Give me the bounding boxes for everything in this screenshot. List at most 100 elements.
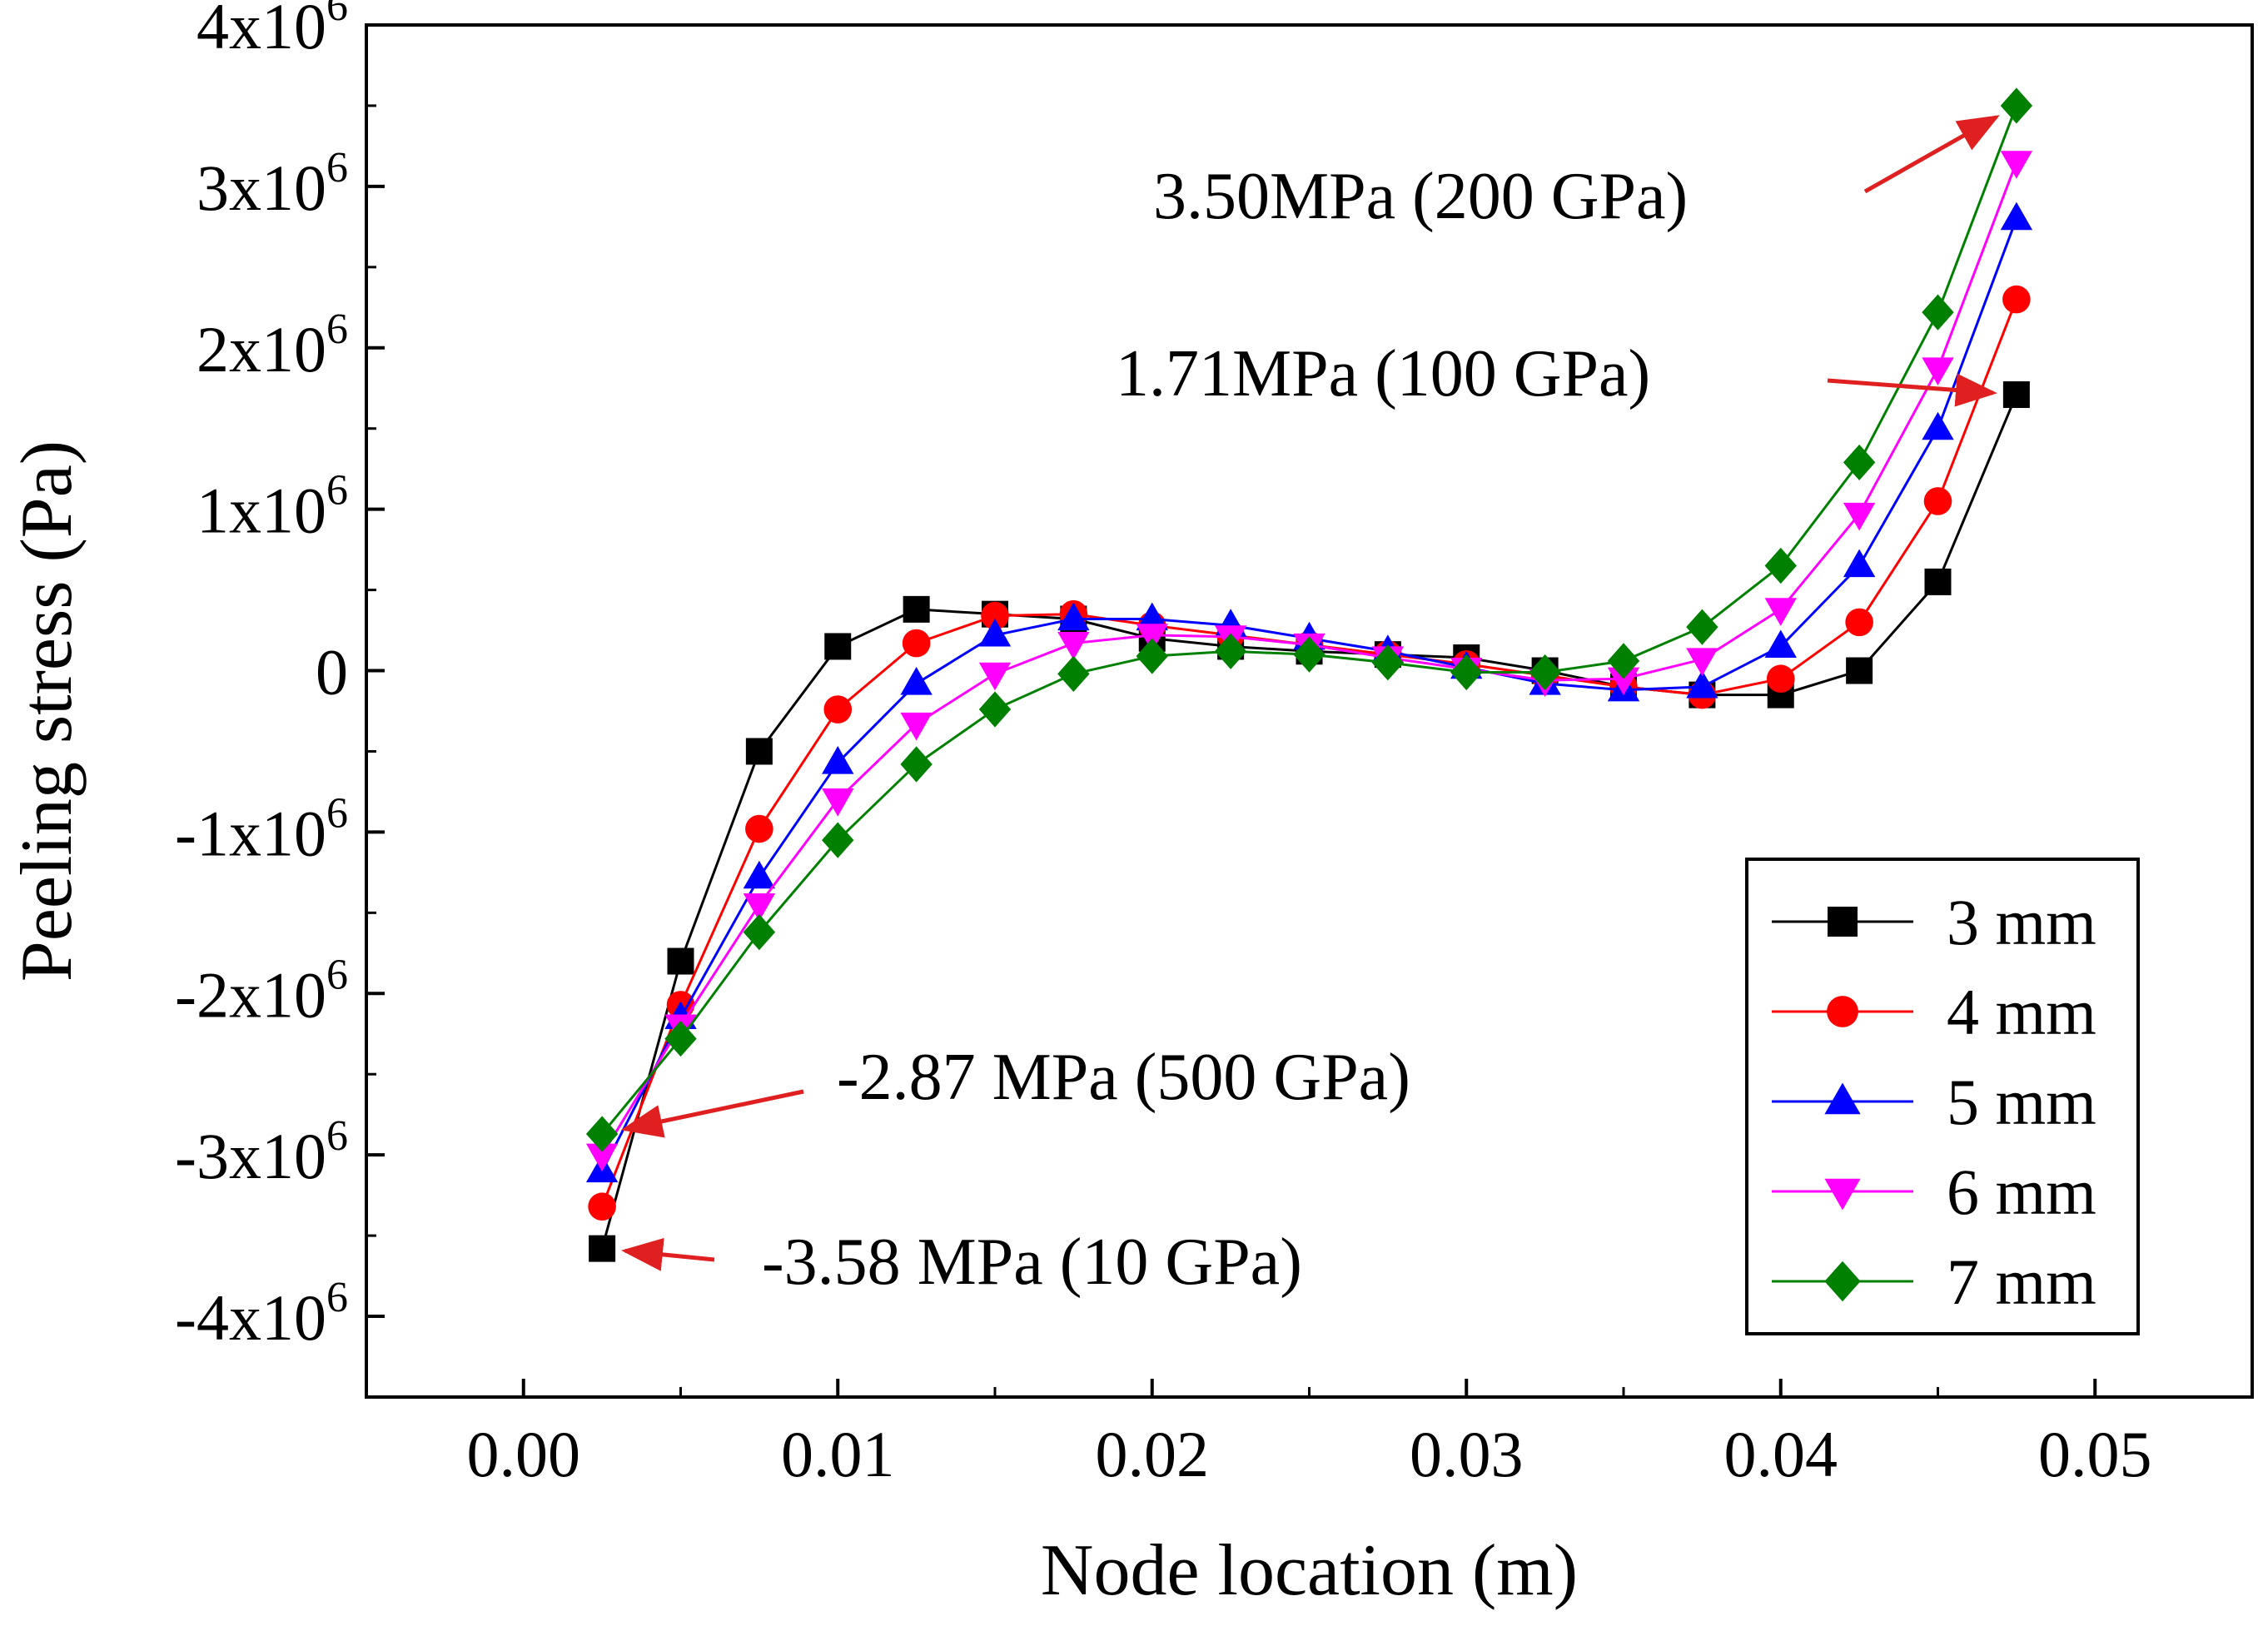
data-point bbox=[1450, 654, 1483, 691]
legend-label: 4 mm bbox=[1947, 976, 2096, 1048]
y-tick-mantissa: 2x10 bbox=[196, 313, 326, 385]
data-point bbox=[743, 860, 776, 889]
legend-entry: 4 mm bbox=[1772, 976, 2096, 1048]
y-tick-exponent: 6 bbox=[326, 1274, 348, 1321]
data-point bbox=[585, 1116, 619, 1152]
data-point bbox=[900, 746, 933, 783]
y-tick-label: 4x106 bbox=[196, 0, 348, 62]
data-point bbox=[1924, 568, 1952, 595]
annotation: -2.87 MPa (500 GPa) bbox=[620, 1041, 1410, 1138]
y-tick-label: -1x106 bbox=[175, 789, 348, 869]
y-tick-label: -2x106 bbox=[175, 951, 348, 1031]
y-tick-exponent: 6 bbox=[326, 306, 348, 353]
x-tick-label: 0.04 bbox=[1724, 1418, 1838, 1490]
data-point bbox=[2000, 201, 2033, 231]
data-point bbox=[1686, 648, 1718, 676]
legend-marker bbox=[1824, 1082, 1861, 1115]
y-tick-mantissa: 3x10 bbox=[196, 152, 326, 224]
legend-label: 3 mm bbox=[1947, 886, 2096, 958]
data-point bbox=[1686, 669, 1718, 699]
annotation-text: -2.87 MPa (500 GPa) bbox=[837, 1041, 1410, 1114]
y-tick-label: 0 bbox=[316, 636, 348, 709]
y-tick-mantissa: 4x10 bbox=[196, 0, 326, 62]
legend-entry: 3 mm bbox=[1772, 886, 2096, 958]
data-point bbox=[745, 814, 773, 843]
data-point bbox=[1845, 608, 1873, 637]
y-tick-exponent: 6 bbox=[326, 951, 348, 998]
data-point bbox=[1136, 624, 1168, 652]
legend-label: 7 mm bbox=[1947, 1246, 2096, 1318]
data-point bbox=[822, 822, 854, 858]
x-tick-label: 0.00 bbox=[467, 1418, 581, 1490]
data-point bbox=[1293, 636, 1325, 673]
data-point bbox=[978, 691, 1012, 728]
legend-entry: 5 mm bbox=[1772, 1066, 2096, 1138]
legend-entry: 7 mm bbox=[1772, 1246, 2096, 1318]
annotation-arrow bbox=[1827, 373, 1997, 407]
data-point bbox=[1843, 502, 1876, 531]
data-point bbox=[589, 1235, 616, 1262]
data-point bbox=[903, 595, 930, 623]
axis-ticks: 0.00 0.01 0.02 0.03 0.04 0.054x1063x1062x1061… bbox=[175, 0, 2151, 1490]
legend-marker bbox=[1827, 996, 1858, 1027]
annotation: -3.58 MPa (10 GPa) bbox=[621, 1226, 1302, 1299]
annotation-text: 3.50MPa (200 GPa) bbox=[1153, 160, 1688, 233]
data-point bbox=[1766, 664, 1795, 694]
data-point bbox=[1922, 294, 1954, 331]
y-tick-mantissa: -2x10 bbox=[175, 958, 326, 1031]
data-point bbox=[2000, 87, 2033, 124]
data-point bbox=[1136, 602, 1168, 631]
y-tick-exponent: 6 bbox=[326, 1112, 348, 1160]
annotation-text: -3.58 MPa (10 GPa) bbox=[762, 1226, 1302, 1299]
data-point bbox=[1214, 633, 1247, 669]
y-tick-label: -4x106 bbox=[175, 1274, 348, 1354]
data-point bbox=[2002, 380, 2030, 408]
annotation-arrow bbox=[621, 1237, 715, 1271]
data-point bbox=[1764, 547, 1797, 584]
data-point bbox=[1764, 629, 1797, 659]
data-point bbox=[588, 1192, 616, 1221]
annotations: 3.50MPa (200 GPa) 1.71MPa (100 GPa) -2.87 … bbox=[620, 115, 2000, 1299]
annotation-arrow bbox=[620, 1089, 804, 1138]
data-point bbox=[1923, 487, 1952, 515]
series-6-mm bbox=[585, 151, 2033, 1172]
x-axis-title: Node location (m) bbox=[1041, 1530, 1578, 1611]
data-point bbox=[1922, 357, 1954, 385]
y-tick-exponent: 6 bbox=[326, 144, 348, 191]
y-tick-mantissa: -1x10 bbox=[175, 797, 326, 869]
y-tick-mantissa: 0 bbox=[316, 636, 348, 709]
data-point bbox=[824, 633, 852, 660]
data-point bbox=[1057, 631, 1090, 660]
y-tick-label: 3x106 bbox=[196, 144, 348, 224]
data-point bbox=[1843, 549, 1876, 578]
y-tick-label: 1x106 bbox=[196, 467, 348, 547]
legend-marker bbox=[1828, 907, 1858, 937]
data-point bbox=[978, 618, 1012, 647]
data-point bbox=[978, 662, 1012, 691]
legend-marker bbox=[1824, 1178, 1861, 1211]
y-tick-label: 2x106 bbox=[196, 306, 348, 385]
legend-label: 6 mm bbox=[1947, 1156, 2096, 1228]
data-point bbox=[585, 1143, 619, 1172]
data-point bbox=[1922, 411, 1954, 440]
y-tick-exponent: 6 bbox=[326, 789, 348, 837]
annotation: 1.71MPa (100 GPa) bbox=[1116, 337, 1997, 410]
y-tick-mantissa: 1x10 bbox=[196, 475, 326, 547]
data-point bbox=[902, 629, 931, 658]
y-tick-exponent: 6 bbox=[326, 467, 348, 515]
data-point bbox=[664, 1020, 697, 1057]
legend-label: 5 mm bbox=[1947, 1066, 2096, 1138]
data-point bbox=[1529, 654, 1561, 691]
legend-entry: 6 mm bbox=[1772, 1156, 2096, 1228]
y-tick-label: -3x106 bbox=[175, 1112, 348, 1192]
data-point bbox=[745, 738, 773, 765]
x-tick-label: 0.02 bbox=[1096, 1418, 1210, 1490]
data-point bbox=[1843, 444, 1876, 481]
data-point bbox=[2000, 151, 2033, 179]
data-point bbox=[981, 601, 1009, 630]
data-point bbox=[900, 712, 933, 741]
y-tick-exponent: 6 bbox=[326, 0, 348, 30]
data-point bbox=[2002, 285, 2031, 314]
data-point bbox=[1057, 602, 1090, 631]
